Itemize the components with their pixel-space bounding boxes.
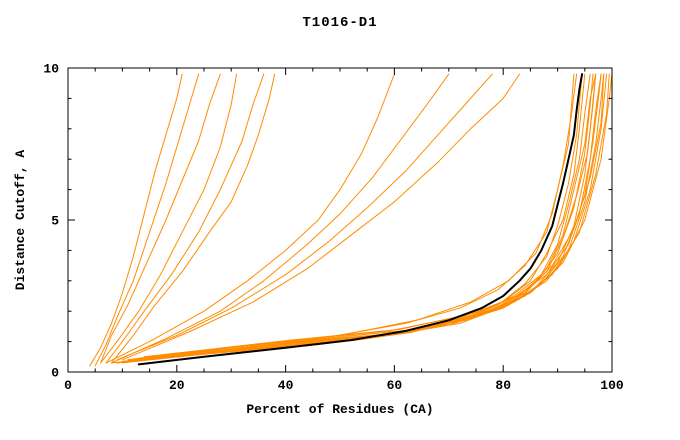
tick-label: 10 xyxy=(43,62,59,77)
model-curve xyxy=(149,73,610,359)
model-curve xyxy=(111,73,276,364)
tick-label: 20 xyxy=(169,378,185,393)
model-curve xyxy=(105,73,265,364)
tick-label: 5 xyxy=(51,214,59,229)
tick-label: 60 xyxy=(387,378,403,393)
model-curve xyxy=(111,73,450,364)
model-curve xyxy=(121,73,520,361)
tick-label: 80 xyxy=(495,378,511,393)
tick-label: 0 xyxy=(64,378,72,393)
model-curve xyxy=(94,73,200,367)
model-curve xyxy=(143,73,605,358)
y-axis-label: Distance Cutoff, A xyxy=(13,150,28,291)
model-curve xyxy=(127,73,578,361)
model-curve xyxy=(132,73,602,362)
tick-label: 100 xyxy=(600,378,624,393)
model-curve xyxy=(100,73,238,364)
model-curve xyxy=(111,73,586,364)
model-curve xyxy=(116,73,493,361)
tick-label: 0 xyxy=(51,366,59,381)
model-curve xyxy=(89,73,183,367)
plot-area: 0 20 40 60 80 100 0 5 10 xyxy=(43,62,624,394)
x-axis-label: Percent of Residues (CA) xyxy=(246,402,433,417)
axis-box xyxy=(67,67,613,373)
chart-title: T1016-D1 xyxy=(302,15,377,31)
model-curve xyxy=(116,73,583,364)
model-curve xyxy=(138,73,602,359)
model-curve xyxy=(105,73,395,364)
model-curve xyxy=(127,73,597,362)
tick-label: 40 xyxy=(278,378,294,393)
model-curve xyxy=(132,73,594,361)
model-curve xyxy=(121,73,597,362)
model-curve xyxy=(154,73,613,359)
model-curve xyxy=(121,73,597,364)
model-curve xyxy=(100,73,221,364)
reference-curve xyxy=(137,73,584,366)
